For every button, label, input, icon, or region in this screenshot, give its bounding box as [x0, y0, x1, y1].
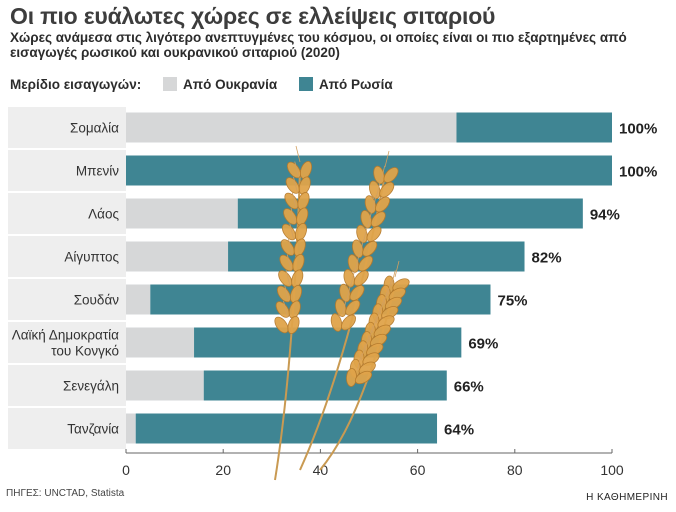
bar-ukraine [126, 413, 136, 444]
bar-ukraine [126, 198, 238, 229]
total-label: 66% [454, 379, 484, 396]
x-tick-label: 20 [215, 462, 231, 478]
x-tick-label: 100 [600, 462, 624, 478]
category-label: Αίγυπτος [64, 250, 119, 265]
total-label: 94% [590, 207, 620, 224]
category-label: Λάος [88, 207, 119, 222]
category-label: Σουδάν [74, 293, 120, 308]
legend-text-russia: Από Ρωσία [318, 77, 393, 92]
category-label: Μπενίν [76, 164, 119, 179]
wheat-illustration [274, 145, 410, 481]
total-label: 82% [532, 250, 562, 267]
legend-swatch-ukraine [162, 77, 177, 91]
bar-russia [203, 370, 447, 401]
total-label: 75% [498, 293, 528, 310]
bar-russia [456, 112, 612, 143]
legend-label: Μερίδιο εισαγωγών: [10, 77, 142, 92]
category-band [8, 150, 126, 191]
legend-swatch-russia [298, 77, 313, 91]
total-label: 64% [444, 422, 474, 439]
x-tick-label: 80 [507, 462, 523, 478]
category-band [8, 193, 126, 234]
total-label: 100% [619, 121, 657, 138]
bar-ukraine [126, 327, 195, 358]
bar-russia [150, 284, 491, 315]
legend-text-ukraine: Από Ουκρανία [182, 77, 278, 92]
category-band [8, 322, 126, 363]
category-band [8, 279, 126, 320]
bar-ukraine [126, 370, 204, 401]
category-label: Σομαλία [70, 121, 119, 136]
legend: Μερίδιο εισαγωγών: Από Ουκρανία Από Ρωσί… [10, 77, 393, 92]
category-band [8, 236, 126, 277]
chart-subtitle: Χώρες ανάμεσα στις λιγότερο ανεπτυγμένες… [10, 30, 627, 60]
total-label: 69% [468, 336, 498, 353]
category-label: Σενεγάλη [63, 379, 119, 394]
legend-item-russia: Από Ρωσία [298, 77, 393, 92]
brand-logo: Η ΚΑΘΗΜΕΡΙΝΗ [586, 492, 668, 503]
bar-ukraine [126, 112, 457, 143]
bar-russia [194, 327, 462, 358]
source-note: ΠΗΓΕΣ: UNCTAD, Statista [6, 488, 125, 499]
x-tick-label: 0 [122, 462, 130, 478]
bar-ukraine [126, 284, 151, 315]
chart-title: Οι πιο ευάλωτες χώρες σε ελλείψεις σιταρ… [10, 3, 496, 29]
bar-russia [135, 413, 438, 444]
bar-ukraine [126, 241, 229, 272]
category-band [8, 408, 126, 449]
category-label: Λαϊκή Δημοκρατία του Κονγκό [12, 328, 119, 359]
x-tick-label: 60 [410, 462, 426, 478]
category-band [8, 107, 126, 148]
bar-russia [126, 155, 612, 186]
total-label: 100% [619, 164, 657, 181]
category-label: Τανζανία [67, 422, 119, 437]
legend-item-ukraine: Από Ουκρανία [162, 77, 281, 92]
category-band [8, 365, 126, 406]
